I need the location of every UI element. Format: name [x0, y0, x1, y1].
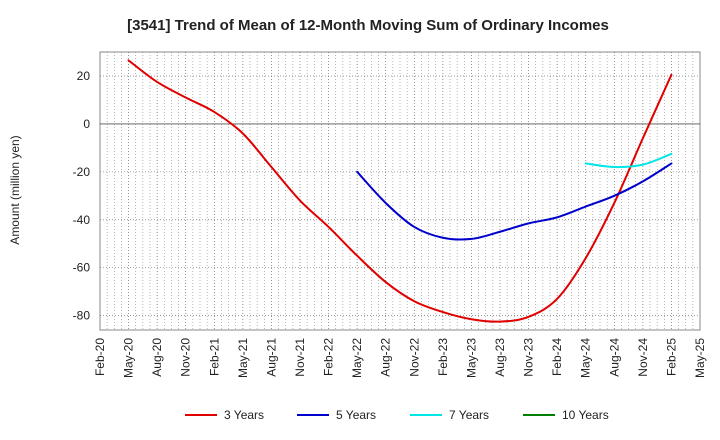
legend-label-10-years: 10 Years — [562, 408, 609, 422]
legend: 3 Years 5 Years 7 Years 10 Years — [185, 408, 609, 422]
series-line-7-years — [584, 152, 673, 169]
x-tick-label: Feb-24 — [550, 338, 564, 376]
y-tick-label: -40 — [73, 213, 91, 227]
x-tick-label: Feb-20 — [93, 338, 107, 376]
y-tick-label: -20 — [73, 165, 91, 179]
y-tick-label: 0 — [83, 117, 90, 131]
x-tick-label: Feb-25 — [664, 338, 678, 376]
x-tick-label: Feb-22 — [322, 338, 336, 376]
x-tick-label: Aug-22 — [379, 338, 393, 377]
x-tick-label: Nov-24 — [636, 338, 650, 377]
x-tick-label: Nov-22 — [407, 338, 421, 377]
x-tick-label: Nov-23 — [522, 338, 536, 377]
legend-label-5-years: 5 Years — [336, 408, 376, 422]
y-tick-label: -60 — [73, 261, 91, 275]
plot-area: 20 0 -20 -40 -60 -80 Feb-20 May-20 Aug-20 Nov-20 F… — [73, 51, 707, 378]
x-tick-label: May-23 — [464, 338, 478, 378]
x-tick-label: Aug-23 — [493, 338, 507, 377]
y-axis-label: Amount (million yen) — [8, 135, 22, 244]
legend-label-7-years: 7 Years — [449, 408, 489, 422]
x-tick-label: May-21 — [236, 338, 250, 378]
x-tick-label: May-20 — [122, 338, 136, 378]
y-tick-label: -80 — [73, 309, 91, 323]
series-line-5-years — [356, 162, 673, 241]
x-tick-label: Aug-21 — [264, 338, 278, 377]
y-tick-label: 20 — [77, 69, 91, 83]
x-tick-label: May-22 — [350, 338, 364, 378]
x-tick-label: Aug-20 — [150, 338, 164, 377]
x-tick-label: Aug-24 — [607, 338, 621, 377]
x-tick-label: Feb-21 — [207, 338, 221, 376]
legend-label-3-years: 3 Years — [224, 408, 264, 422]
x-tick-label: Nov-20 — [179, 338, 193, 377]
series-line-3-years — [127, 59, 673, 323]
x-tick-label: May-25 — [693, 338, 707, 378]
chart-title: [3541] Trend of Mean of 12-Month Moving … — [127, 17, 609, 34]
x-tick-label: Feb-23 — [436, 338, 450, 376]
x-tick-label: May-24 — [579, 338, 593, 378]
x-tick-label: Nov-21 — [293, 338, 307, 377]
